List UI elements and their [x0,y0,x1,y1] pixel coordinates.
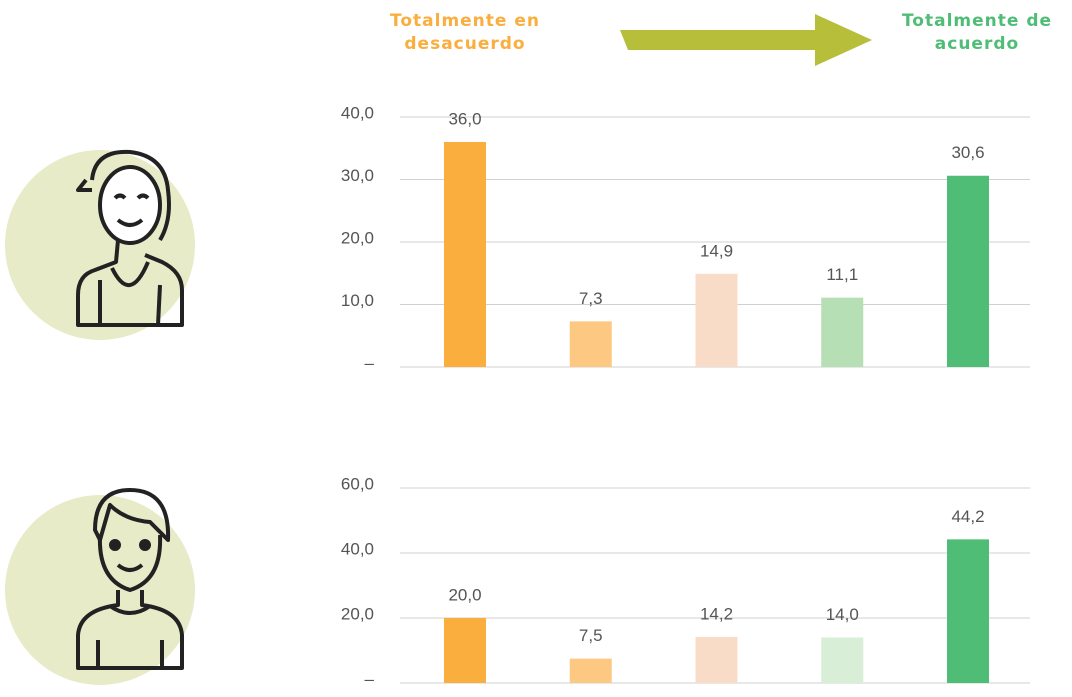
value-label: 7,5 [579,626,603,645]
bar [444,618,486,683]
bar [570,659,612,683]
avatar-woman [5,150,195,340]
bar [947,176,989,367]
bar [696,274,738,367]
value-label: 11,1 [826,265,858,284]
value-label: 14,2 [700,604,733,623]
value-label: 36,0 [448,109,481,128]
bar [696,637,738,683]
y-tick-label: 40,0 [341,103,374,122]
value-label: 14,9 [700,241,733,260]
chart: – 10,0 20,0 30,0 40,0 36,0 7,3 14,9 11,1 30,6 – 20,… [0,0,1072,697]
value-label: 7,3 [579,289,603,308]
page: – 10,0 20,0 30,0 40,0 36,0 7,3 14,9 11,1 30,6 – 20,… [0,0,1072,697]
y-tick-label: 30,0 [341,166,374,185]
bar [570,321,612,367]
arrow [620,14,872,66]
bar [947,539,989,683]
bar [821,298,863,367]
y-tick-label: – [365,353,375,372]
value-label: 30,6 [951,143,984,162]
y-tick-label: 20,0 [341,228,374,247]
y-tick-label: 20,0 [341,604,374,623]
bar [821,638,863,684]
value-label: 14,0 [826,605,859,624]
left-label: Totalmente en desacuerdo [375,10,555,56]
right-label: Totalmente de acuerdo [884,10,1070,56]
y-tick-label: 10,0 [341,291,374,310]
value-label: 20,0 [448,585,481,604]
y-tick-label: 60,0 [341,474,374,493]
value-label: 44,2 [951,507,984,526]
y-tick-label: – [365,669,375,688]
bar [444,142,486,367]
y-tick-label: 40,0 [341,539,374,558]
avatar-man [5,490,195,685]
